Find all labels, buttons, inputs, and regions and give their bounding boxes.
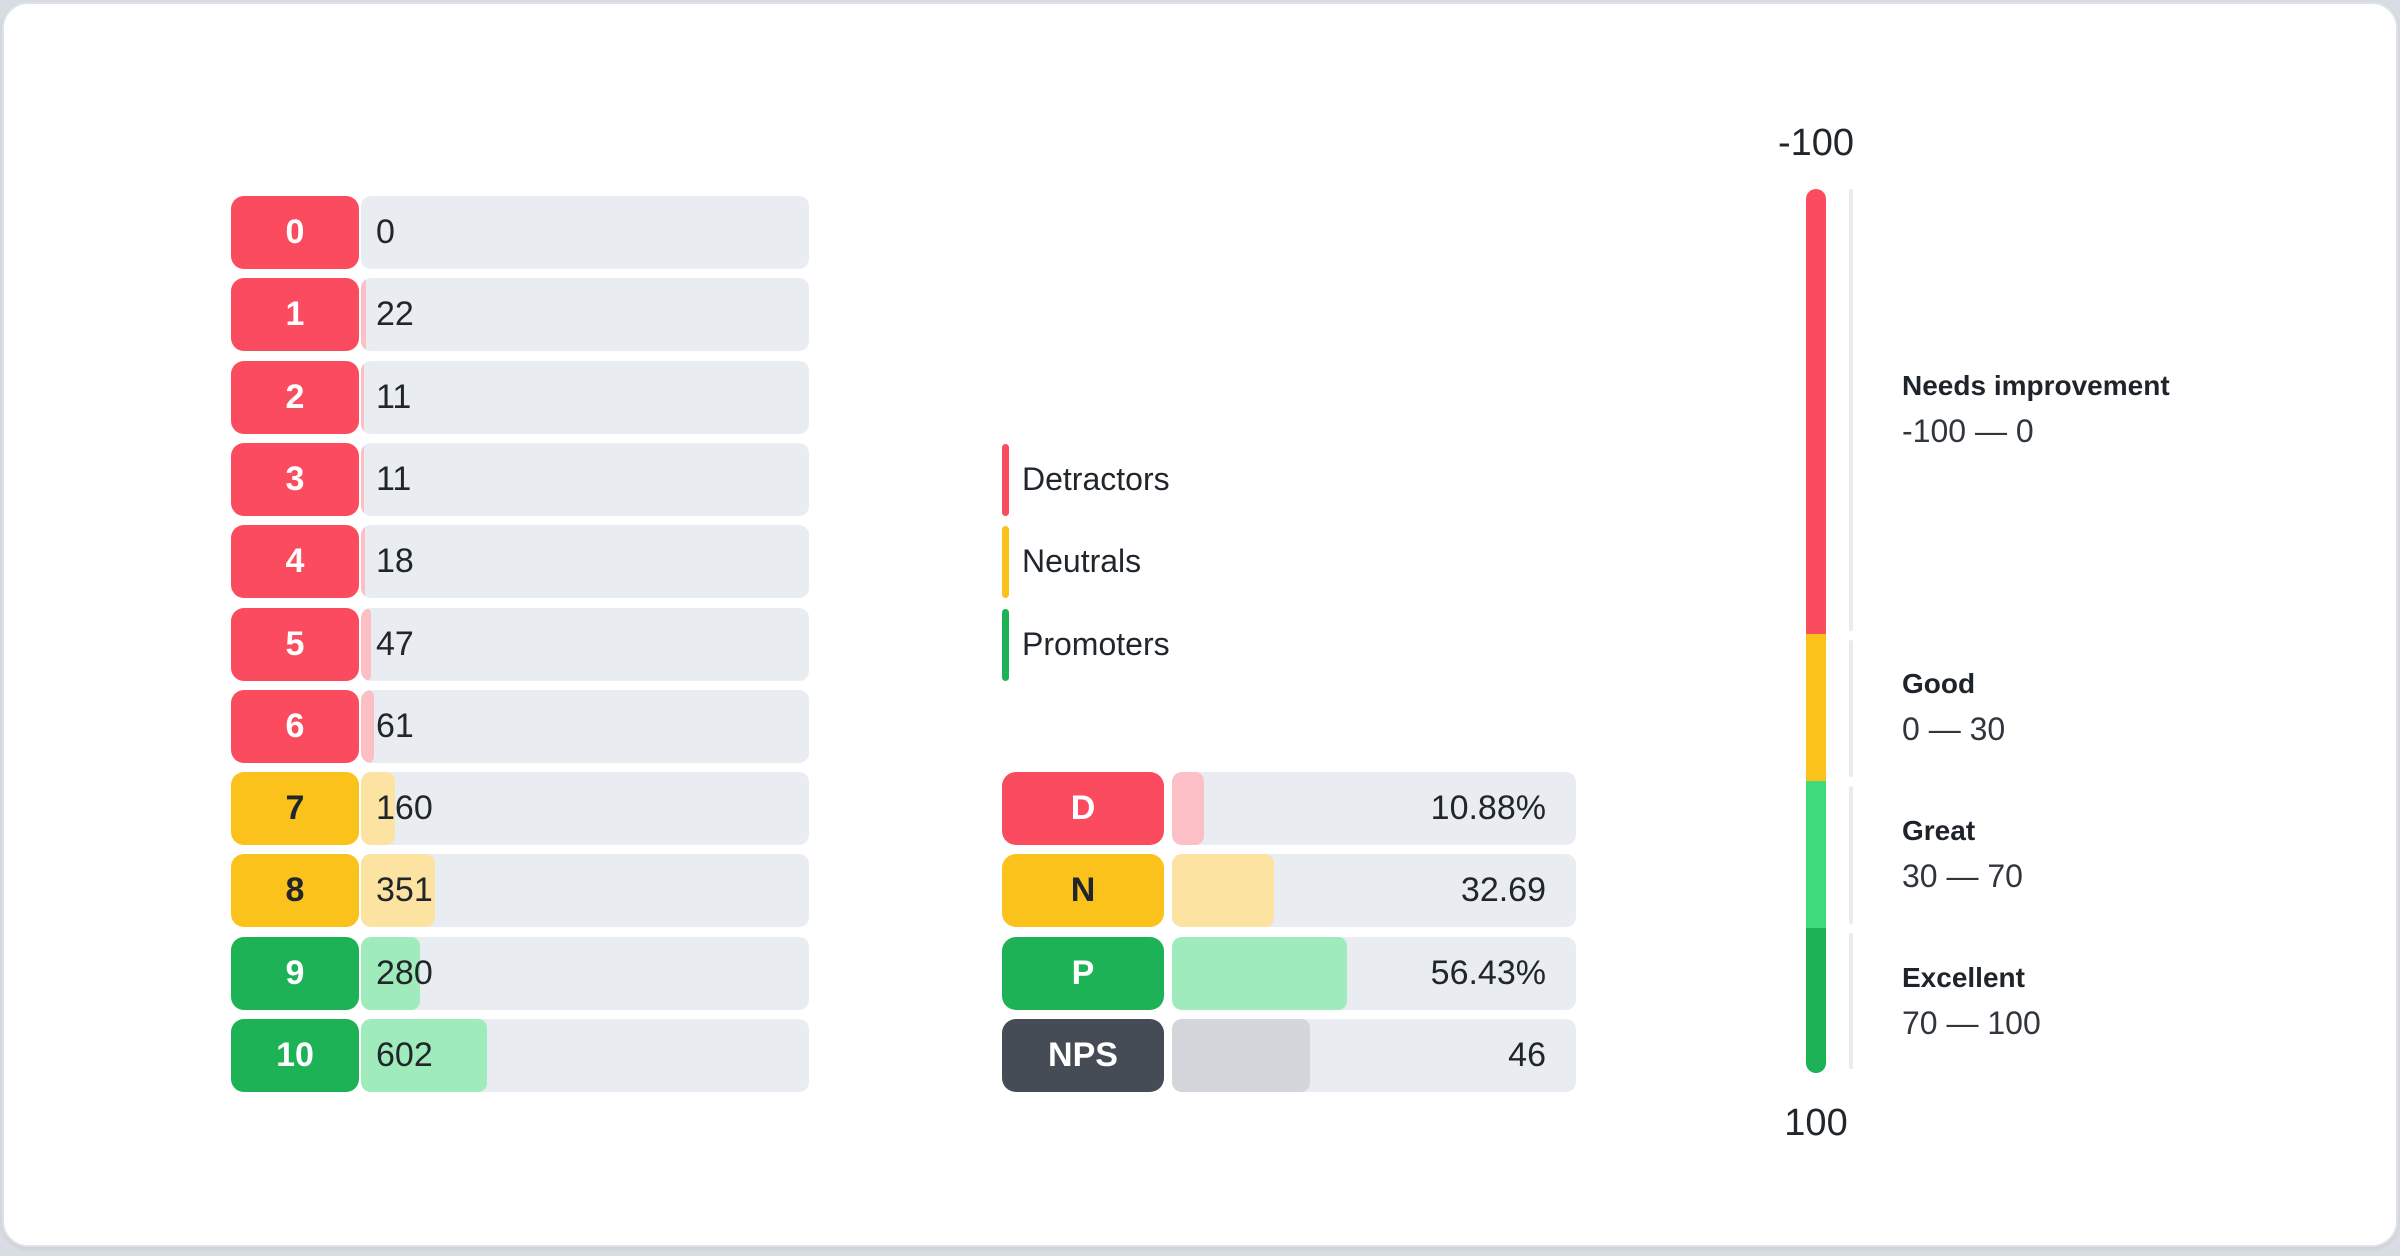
score-bar-fill	[361, 608, 371, 681]
score-bar-track: 61	[361, 690, 809, 763]
score-value: 602	[376, 1036, 433, 1074]
score-chip: 3	[231, 443, 359, 516]
score-bar-fill	[361, 361, 364, 434]
summary-bar-fill	[1172, 854, 1274, 927]
score-chip: 1	[231, 278, 359, 351]
score-chip: 9	[231, 937, 359, 1010]
score-bar-fill	[361, 278, 366, 351]
summary-bar-track: 32.69	[1172, 854, 1576, 927]
score-chip: 0	[231, 196, 359, 269]
score-value: 0	[376, 213, 395, 251]
summary-bar-fill	[1172, 1019, 1310, 1092]
gauge-segment-great	[1806, 781, 1826, 928]
summary-value: 56.43%	[1430, 954, 1546, 992]
score-bar-track: 11	[361, 361, 809, 434]
score-bar-track: 11	[361, 443, 809, 516]
zone-name: Great	[1902, 815, 1976, 846]
score-value: 18	[376, 542, 414, 580]
summary-bar-track: 10.88%	[1172, 772, 1576, 845]
score-bar-track: 22	[361, 278, 809, 351]
score-value: 280	[376, 954, 433, 992]
gauge-axis-line	[1849, 189, 1853, 1069]
score-value: 11	[376, 460, 412, 498]
summary-value: 32.69	[1460, 871, 1546, 909]
gauge-zone-label: Needs improvement -100 — 0	[1902, 366, 2170, 454]
score-value: 22	[376, 295, 414, 333]
score-bar-fill	[361, 443, 364, 516]
score-chip: 8	[231, 854, 359, 927]
score-value: 11	[376, 378, 412, 416]
summary-chip: P	[1002, 937, 1164, 1010]
summary-bar-fill	[1172, 937, 1347, 1010]
score-bar-fill	[361, 690, 374, 763]
gauge-scale-top-label: -100	[1777, 122, 1855, 164]
score-bar-track: 160	[361, 772, 809, 845]
zone-range: 70 — 100	[1902, 1005, 2041, 1041]
promoters-swatch-icon	[1002, 608, 1009, 681]
gauge-zone-label: Good 0 — 30	[1902, 664, 2005, 752]
legend-label: Neutrals	[1022, 543, 1142, 579]
score-bar-track: 280	[361, 937, 809, 1010]
score-bar-track: 602	[361, 1019, 809, 1092]
gauge-bar	[1806, 189, 1826, 1073]
score-bar-track: 18	[361, 525, 809, 598]
score-value: 61	[376, 707, 414, 745]
zone-name: Needs improvement	[1902, 370, 2170, 401]
gauge-segment-good	[1806, 634, 1826, 781]
legend-label: Detractors	[1022, 461, 1170, 497]
summary-bar-track: 56.43%	[1172, 937, 1576, 1010]
summary-value: 46	[1508, 1036, 1546, 1074]
summary-chip: D	[1002, 772, 1164, 845]
score-bar-track: 47	[361, 608, 809, 681]
score-bar-fill	[361, 937, 420, 1010]
score-chip: 5	[231, 608, 359, 681]
gauge-axis-line-segment	[1849, 933, 1853, 1069]
summary-bar-track: 46	[1172, 1019, 1576, 1092]
score-chip: 7	[231, 772, 359, 845]
gauge-segment-excellent	[1806, 928, 1826, 1073]
legend-label: Promoters	[1022, 626, 1170, 662]
summary-value: 10.88%	[1430, 789, 1546, 827]
gauge-axis-line-segment	[1849, 786, 1853, 924]
zone-name: Excellent	[1902, 962, 2025, 993]
score-bar-fill	[361, 1019, 487, 1092]
score-bar-track: 351	[361, 854, 809, 927]
score-chip: 2	[231, 361, 359, 434]
summary-chip: N	[1002, 854, 1164, 927]
detractors-swatch-icon	[1002, 443, 1009, 516]
gauge-axis-line-segment	[1849, 189, 1853, 631]
legend-item: Neutrals	[1002, 525, 1141, 598]
gauge-zone-label: Great 30 — 70	[1902, 811, 2023, 899]
summary-chip: NPS	[1002, 1019, 1164, 1092]
gauge-zone-label: Excellent 70 — 100	[1902, 958, 2041, 1046]
neutrals-swatch-icon	[1002, 525, 1009, 598]
score-value: 47	[376, 625, 414, 663]
zone-range: 30 — 70	[1902, 858, 2023, 894]
score-bar-track: 0	[361, 196, 809, 269]
score-bar-fill	[361, 772, 395, 845]
score-chip: 6	[231, 690, 359, 763]
legend-item: Detractors	[1002, 443, 1170, 516]
gauge-axis-line-segment	[1849, 640, 1853, 777]
summary-bar-fill	[1172, 772, 1204, 845]
score-bar-fill	[361, 525, 365, 598]
gauge-segment-needs-improvement	[1806, 189, 1826, 634]
zone-range: 0 — 30	[1902, 711, 2006, 747]
gauge-scale-bottom-label: 100	[1784, 1102, 1848, 1144]
score-bar-fill	[361, 854, 435, 927]
score-value: 160	[376, 789, 433, 827]
score-chip: 10	[231, 1019, 359, 1092]
legend-item: Promoters	[1002, 608, 1170, 681]
zone-name: Good	[1902, 668, 1976, 699]
score-chip: 4	[231, 525, 359, 598]
zone-range: -100 — 0	[1902, 413, 2034, 449]
score-value: 351	[376, 871, 433, 909]
